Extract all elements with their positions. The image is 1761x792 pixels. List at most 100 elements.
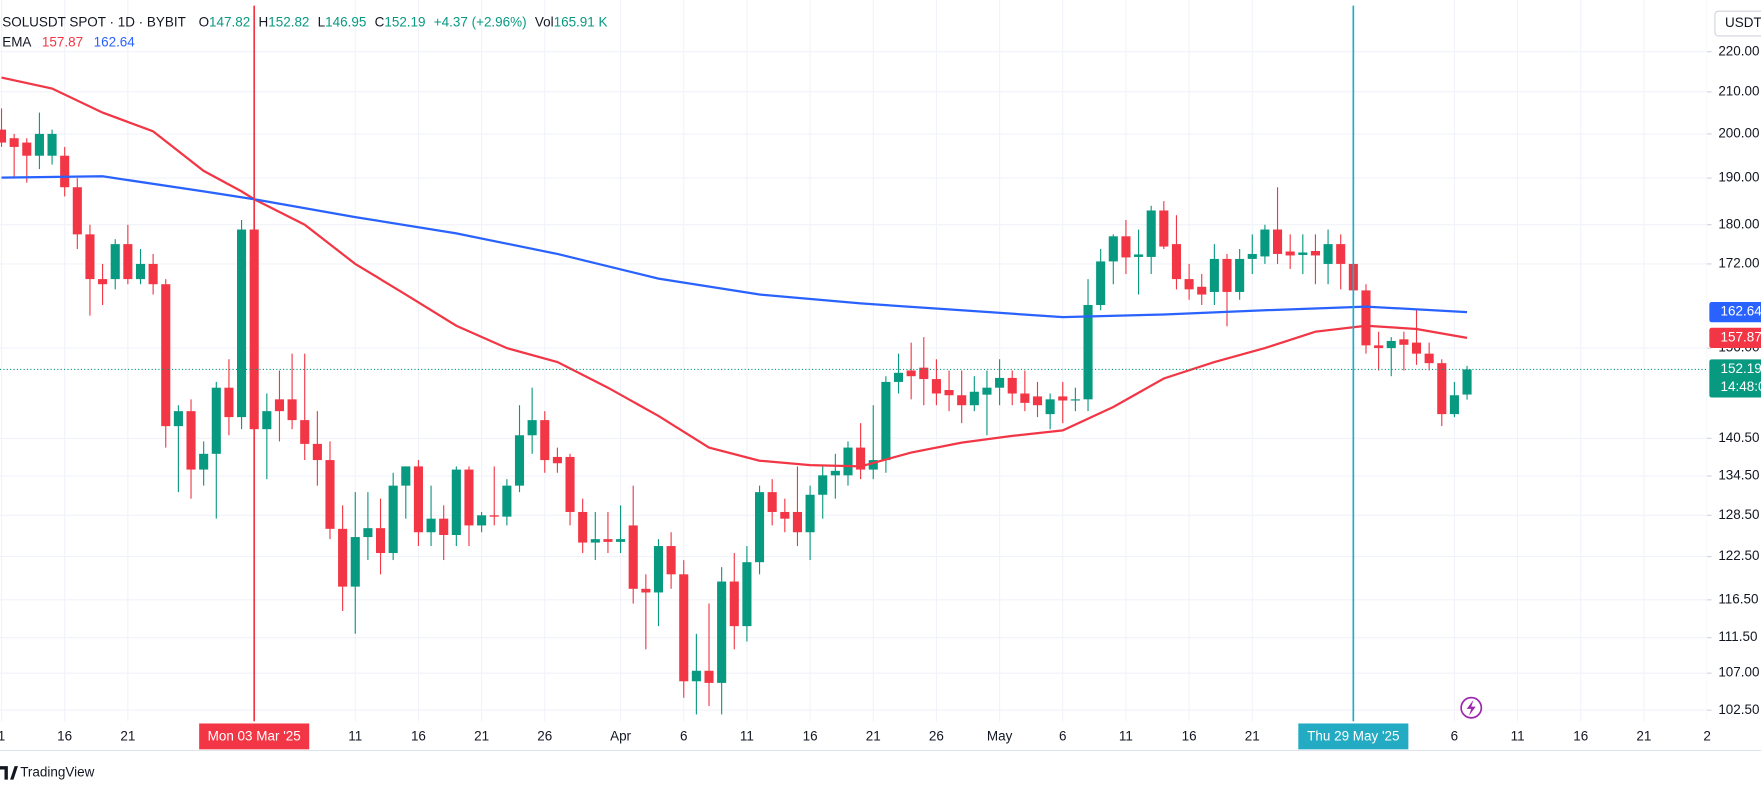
candle xyxy=(34,112,44,170)
change: +4.37 (+2.96%) xyxy=(434,14,527,29)
candle-body xyxy=(1108,236,1118,262)
x-tick-label: 21 xyxy=(866,729,881,744)
candle xyxy=(540,411,550,473)
candle xyxy=(1159,201,1169,250)
x-tick-label: 21 xyxy=(1636,729,1651,744)
candle xyxy=(426,485,436,547)
candle-body xyxy=(1171,244,1182,280)
candle xyxy=(110,239,120,290)
candle xyxy=(325,441,335,540)
candle xyxy=(1032,381,1043,418)
candle-body xyxy=(1209,258,1219,292)
candle-body xyxy=(1374,345,1384,349)
candle xyxy=(300,353,310,461)
countdown: 14:48:0 xyxy=(1721,379,1761,394)
symbol-title: SOLUSDT SPOT · 1D · BYBIT xyxy=(2,14,186,29)
candle-body xyxy=(1336,244,1346,264)
candle-body xyxy=(969,391,979,406)
price-tag-bg xyxy=(1709,327,1761,348)
candle xyxy=(780,498,790,533)
candle xyxy=(1083,279,1093,412)
candle-body xyxy=(173,411,183,427)
candle-body xyxy=(780,511,790,519)
candle-body xyxy=(85,234,95,280)
candle-body xyxy=(300,420,310,444)
candle xyxy=(60,146,70,197)
candle xyxy=(1146,205,1156,275)
candle-body xyxy=(514,435,525,486)
candle-body xyxy=(1323,244,1333,264)
candle xyxy=(552,447,562,473)
candle xyxy=(1386,337,1396,377)
candle xyxy=(578,498,588,554)
alert-bolt xyxy=(1466,699,1476,716)
candle-body xyxy=(1437,363,1447,415)
crosshair-label: Thu 29 May '25 xyxy=(1307,729,1399,744)
candle-body xyxy=(274,399,285,412)
x-tick-label: 2 xyxy=(1703,729,1710,744)
candle-body xyxy=(22,142,32,156)
candle xyxy=(957,370,967,424)
candle-body xyxy=(161,284,171,427)
candle-body xyxy=(1070,399,1080,401)
candle-body xyxy=(47,133,57,156)
candle xyxy=(843,441,853,486)
grid xyxy=(0,0,1708,722)
candle-body xyxy=(1298,252,1308,255)
candle-body xyxy=(1310,250,1320,256)
candle xyxy=(603,511,613,554)
candle xyxy=(969,376,979,412)
candle-body xyxy=(1083,304,1093,400)
ohlc-label: C xyxy=(375,14,385,29)
currency-box[interactable] xyxy=(1714,10,1761,37)
x-tick-label: 11 xyxy=(740,729,754,744)
candle-body xyxy=(477,515,487,526)
candle-body xyxy=(1146,210,1156,257)
candle-body xyxy=(1462,369,1472,395)
candle xyxy=(590,511,600,561)
ohlc-label: L xyxy=(318,14,326,29)
axes: USDT 220.00 210.00 200.00 190.00 180.00 172.0… xyxy=(0,10,1761,751)
candle-body xyxy=(1032,396,1043,406)
candle-body xyxy=(502,485,512,517)
candle xyxy=(868,405,878,480)
y-tick-label: 200.00 xyxy=(1718,125,1759,140)
price-tag-bg xyxy=(1709,302,1761,323)
x-tick-label: 11 xyxy=(1119,729,1133,744)
candle-body xyxy=(464,469,474,526)
x-tick-label: 21 xyxy=(120,729,135,744)
candle-body xyxy=(135,263,146,280)
candle-body xyxy=(1222,258,1232,292)
candle-body xyxy=(489,515,499,517)
indicator-name: EMA xyxy=(2,34,31,49)
candle-body xyxy=(919,367,929,380)
candle xyxy=(1096,249,1106,311)
candle-body xyxy=(1247,253,1257,259)
candle-body xyxy=(982,387,992,395)
candle xyxy=(767,479,777,526)
alert-icon[interactable] xyxy=(1460,696,1483,719)
ohlc-label: H xyxy=(259,14,269,29)
candle xyxy=(704,603,714,707)
candle-body xyxy=(388,485,398,554)
candle xyxy=(1424,342,1434,371)
ema-line xyxy=(1,175,1468,319)
candle xyxy=(982,370,992,436)
y-tick-label: 122.50 xyxy=(1718,548,1759,563)
candle-body xyxy=(1424,353,1434,364)
candle xyxy=(401,466,411,519)
candle xyxy=(1184,263,1194,300)
candle-body xyxy=(843,447,853,476)
candle xyxy=(856,423,866,480)
legend-line: SOLUSDT SPOT · 1D · BYBIT O147.82 H152.8… xyxy=(2,14,607,29)
candle xyxy=(1449,381,1459,418)
x-tick-label: 16 xyxy=(411,729,426,744)
candle-body xyxy=(1007,377,1017,394)
volume: 165.91 K xyxy=(554,14,608,29)
candle-body xyxy=(1235,258,1245,292)
candle xyxy=(451,466,461,547)
candle xyxy=(906,342,916,400)
candle-body xyxy=(34,133,44,156)
brand-logo xyxy=(0,766,18,780)
candle-body xyxy=(679,574,689,682)
